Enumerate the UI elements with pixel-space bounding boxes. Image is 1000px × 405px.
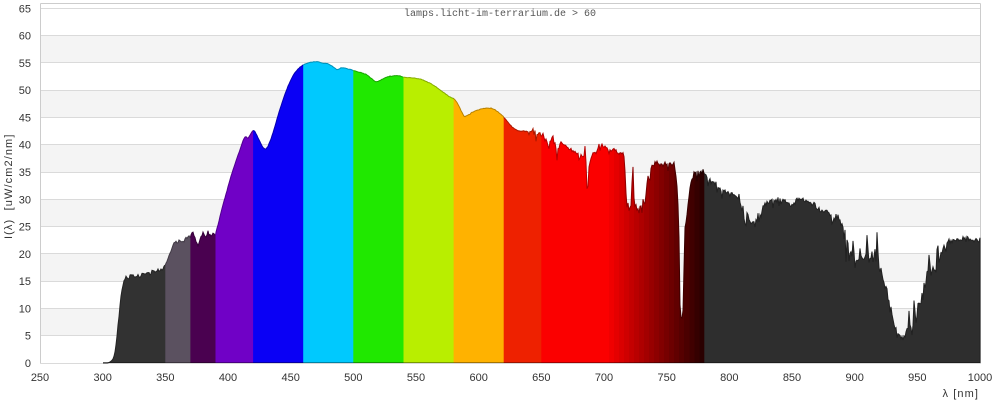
- svg-text:950: 950: [908, 372, 926, 384]
- svg-text:20: 20: [19, 249, 31, 261]
- svg-text:800: 800: [720, 372, 738, 384]
- svg-text:40: 40: [19, 140, 31, 152]
- svg-text:10: 10: [19, 303, 31, 315]
- svg-text:750: 750: [658, 372, 676, 384]
- svg-text:400: 400: [219, 372, 237, 384]
- svg-text:I(λ) [uW/cm2/nm]: I(λ) [uW/cm2/nm]: [3, 134, 15, 239]
- svg-text:450: 450: [282, 372, 300, 384]
- svg-text:700: 700: [595, 372, 613, 384]
- svg-text:15: 15: [19, 276, 31, 288]
- svg-text:500: 500: [344, 372, 362, 384]
- svg-text:lamps.licht-im-terrarium.de >: lamps.licht-im-terrarium.de > 60: [404, 8, 596, 20]
- svg-text:λ [nm]: λ [nm]: [942, 388, 979, 400]
- svg-text:55: 55: [19, 58, 31, 70]
- svg-text:0: 0: [25, 358, 31, 370]
- svg-text:45: 45: [19, 112, 31, 124]
- svg-text:25: 25: [19, 222, 31, 234]
- svg-text:550: 550: [407, 372, 425, 384]
- svg-text:250: 250: [31, 372, 49, 384]
- svg-text:60: 60: [19, 31, 31, 43]
- svg-text:65: 65: [19, 3, 31, 15]
- svg-text:30: 30: [19, 194, 31, 206]
- svg-text:900: 900: [846, 372, 864, 384]
- svg-text:850: 850: [783, 372, 801, 384]
- svg-text:650: 650: [532, 372, 550, 384]
- svg-text:300: 300: [94, 372, 112, 384]
- svg-text:50: 50: [19, 85, 31, 97]
- svg-text:600: 600: [470, 372, 488, 384]
- svg-text:1000: 1000: [968, 372, 992, 384]
- svg-text:35: 35: [19, 167, 31, 179]
- svg-text:350: 350: [156, 372, 174, 384]
- svg-text:5: 5: [25, 331, 31, 343]
